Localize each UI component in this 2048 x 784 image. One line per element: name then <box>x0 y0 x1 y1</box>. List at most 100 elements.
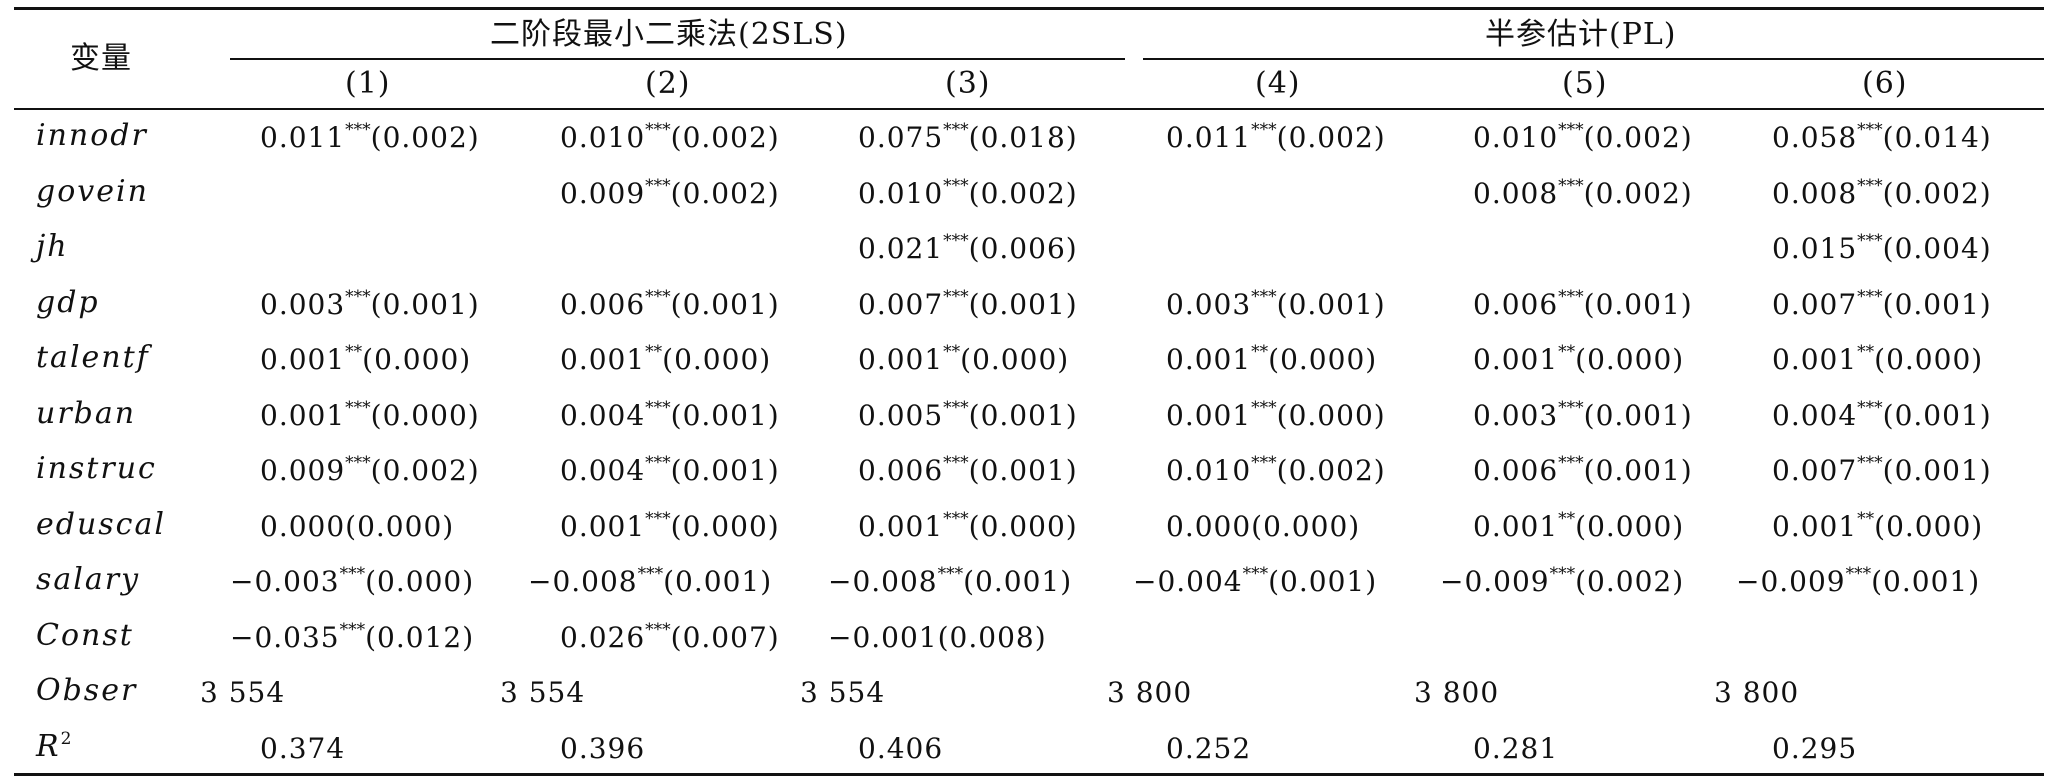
standard-error: (0.001) <box>670 454 780 487</box>
table-cell: 0.001**(0.000) <box>858 342 1070 380</box>
coefficient: 0.015 <box>1772 232 1858 265</box>
significance-stars: *** <box>1558 175 1584 196</box>
coefficient: 0.009 <box>260 454 346 487</box>
table-cell: 0.001**(0.000) <box>1473 342 1684 380</box>
coefficient: −0.008 <box>528 565 638 598</box>
standard-error: (0.002) <box>1575 565 1685 598</box>
column-header: (2) <box>645 66 691 101</box>
coefficient: 0.001 <box>560 509 646 543</box>
coefficient: 0.007 <box>1772 287 1858 321</box>
variable-name: talentf <box>36 340 150 375</box>
column-header: (1) <box>345 66 391 101</box>
significance-stars: *** <box>1558 120 1584 140</box>
significance-stars: *** <box>645 619 671 640</box>
significance-stars: *** <box>1558 397 1584 418</box>
significance-stars: ** <box>1857 342 1875 362</box>
table-cell: 0.001***(0.000) <box>260 397 480 436</box>
coefficient: 0.004 <box>1772 398 1858 432</box>
standard-error: (0.000) <box>960 343 1070 376</box>
table-cell: 0.007***(0.001) <box>1772 286 1992 325</box>
significance-stars: *** <box>943 397 969 418</box>
coefficient: 3 800 <box>1107 676 1193 709</box>
significance-stars: *** <box>1549 564 1576 584</box>
table-cell: 0.001**(0.000) <box>260 342 471 380</box>
table-cell: 0.001**(0.000) <box>1772 509 1984 547</box>
standard-error: (0.000) <box>1874 343 1984 376</box>
standard-error: (0.001) <box>1583 287 1693 321</box>
coefficient: −0.004 <box>1133 565 1243 598</box>
table-cell: 0.021***(0.006) <box>858 231 1078 269</box>
significance-stars: *** <box>645 286 671 307</box>
table-cell: 0.000(0.000) <box>260 509 454 543</box>
coefficient: −0.008 <box>828 565 938 598</box>
table-cell: 0.058***(0.014) <box>1772 120 1992 158</box>
standard-error: (0.001) <box>1882 398 1992 432</box>
table-cell: −0.001(0.008) <box>828 620 1047 654</box>
standard-error: (0.002) <box>370 454 480 487</box>
table-cell: 0.004***(0.001) <box>560 398 780 436</box>
standard-error: (0.000) <box>1874 509 1984 543</box>
coefficient: 0.374 <box>260 731 346 765</box>
coefficient: 0.003 <box>260 287 346 321</box>
coefficient: 3 554 <box>800 676 886 709</box>
significance-stars: *** <box>1558 453 1584 473</box>
table-cell: 0.001***(0.000) <box>858 509 1078 547</box>
coefficient: 0.000 <box>1166 509 1252 543</box>
standard-error: (0.000) <box>1276 398 1386 432</box>
standard-error: (0.001) <box>1871 565 1981 598</box>
significance-stars: *** <box>345 397 371 418</box>
variable-name: R2 <box>36 728 72 764</box>
coefficient: 0.001 <box>260 398 346 432</box>
table-cell: 0.011***(0.002) <box>260 120 480 158</box>
table-cell: 0.406 <box>858 732 943 765</box>
significance-stars: *** <box>943 120 969 140</box>
group-rule-pl <box>1143 58 2044 60</box>
significance-stars: *** <box>1857 286 1883 307</box>
standard-error: (0.001) <box>1583 454 1693 487</box>
coefficient: −0.003 <box>230 565 340 598</box>
table-cell: 0.007***(0.001) <box>1772 453 1992 491</box>
standard-error: (0.001) <box>963 565 1073 598</box>
standard-error: (0.001) <box>1882 287 1992 321</box>
table-cell: 0.001**(0.000) <box>1772 342 1984 380</box>
coefficient: 3 554 <box>500 676 586 709</box>
column-header: (5) <box>1562 66 1608 101</box>
standard-error: (0.000) <box>365 565 475 598</box>
significance-stars: *** <box>1857 120 1883 140</box>
standard-error: (0.014) <box>1882 121 1992 154</box>
standard-error: (0.001) <box>1276 287 1386 321</box>
significance-stars: *** <box>645 175 671 196</box>
column-header: (3) <box>945 66 991 101</box>
standard-error: (0.001) <box>670 287 780 321</box>
significance-stars: *** <box>1251 120 1277 140</box>
coefficient: 0.001 <box>1166 343 1252 376</box>
significance-stars: *** <box>637 564 664 584</box>
table-cell: 0.026***(0.007) <box>560 619 780 658</box>
standard-error: (0.002) <box>1276 121 1386 154</box>
significance-stars: *** <box>1857 231 1883 251</box>
table-cell: 3 800 <box>1414 677 1499 709</box>
table-cell: 0.003***(0.001) <box>260 287 480 325</box>
variable-name: instruc <box>36 451 157 486</box>
coefficient: 0.000 <box>260 509 346 543</box>
coefficient: 0.006 <box>1473 287 1559 321</box>
standard-error: (0.000) <box>1575 509 1685 543</box>
standard-error: (0.000) <box>662 343 772 376</box>
standard-error: (0.002) <box>1583 121 1693 154</box>
coefficient: 0.006 <box>560 287 646 321</box>
significance-stars: *** <box>645 453 671 473</box>
significance-stars: ** <box>943 342 961 362</box>
coefficient: 0.001 <box>560 343 646 376</box>
coefficient: 0.058 <box>1772 121 1858 154</box>
table-cell: 0.001***(0.000) <box>560 509 780 547</box>
table-cell: −0.008***(0.001) <box>528 564 772 602</box>
coefficient: 3 800 <box>1714 676 1800 709</box>
table-cell: 0.003***(0.001) <box>1473 397 1693 436</box>
coefficient: 0.007 <box>858 287 944 321</box>
coefficient: 0.004 <box>560 398 646 432</box>
standard-error: (0.001) <box>968 287 1078 321</box>
table-cell: 0.010***(0.002) <box>560 120 780 158</box>
coefficient: −0.001 <box>828 620 938 654</box>
table-cell: 0.006***(0.001) <box>560 286 780 325</box>
coefficient: 3 800 <box>1414 676 1500 709</box>
